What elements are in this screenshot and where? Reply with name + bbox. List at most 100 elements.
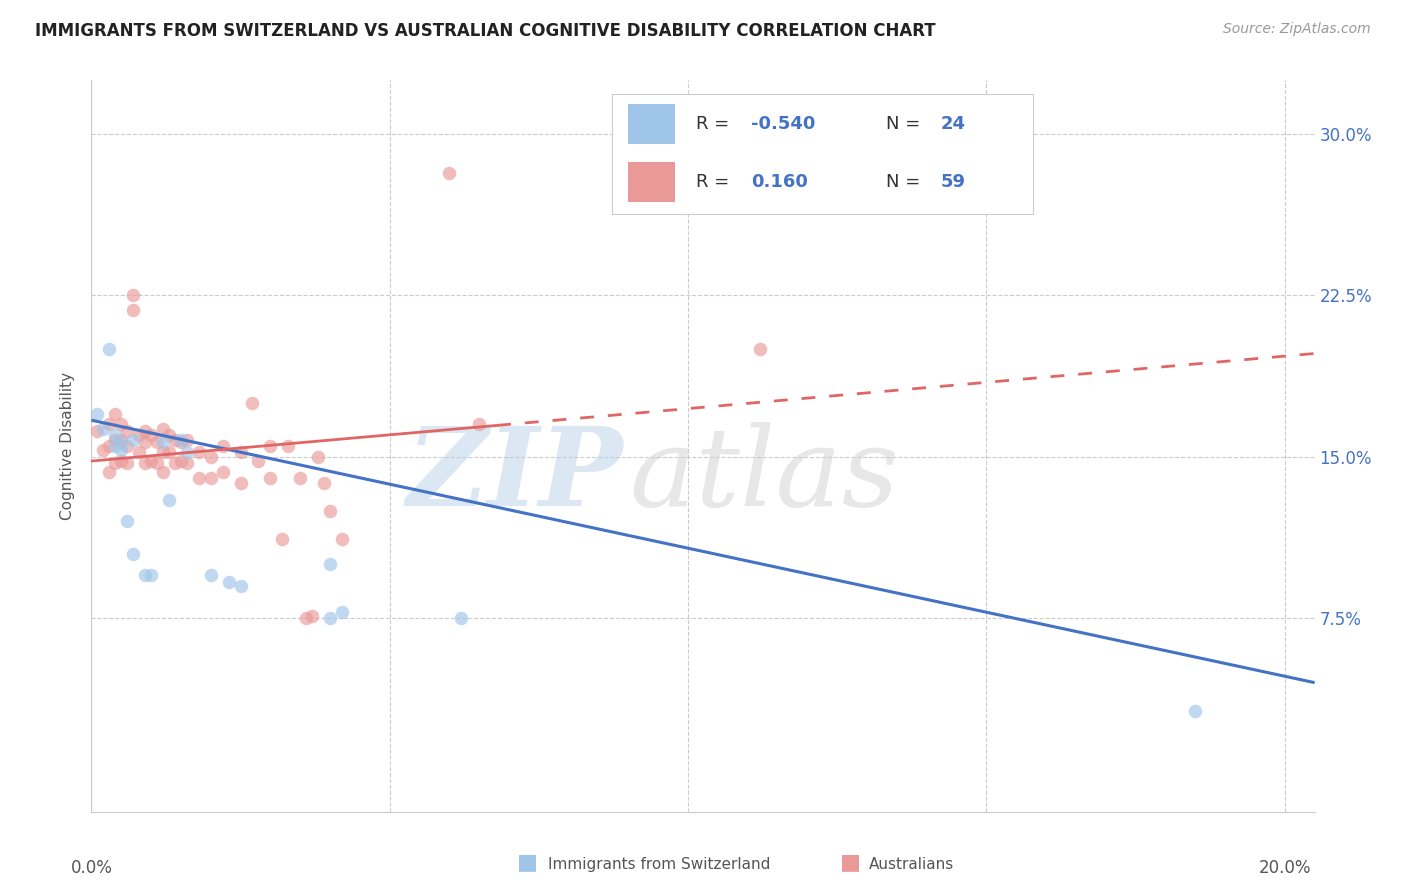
Text: ZIP: ZIP — [406, 422, 623, 529]
Text: 24: 24 — [941, 115, 966, 133]
Point — [152, 434, 174, 449]
Point — [290, 471, 312, 485]
Text: 0.160: 0.160 — [751, 172, 807, 191]
Point — [122, 547, 145, 561]
Point — [110, 443, 132, 458]
Point — [115, 439, 138, 453]
Point — [104, 407, 127, 421]
Point — [139, 454, 162, 468]
Point — [176, 456, 198, 470]
FancyBboxPatch shape — [628, 104, 675, 145]
Text: -0.540: -0.540 — [751, 115, 815, 133]
Point — [314, 475, 336, 490]
Point — [259, 471, 281, 485]
Point — [163, 433, 186, 447]
Point — [439, 166, 461, 180]
Text: R =: R = — [696, 115, 735, 133]
Point — [115, 424, 138, 438]
Point — [152, 465, 174, 479]
Point — [98, 342, 121, 356]
Point — [104, 428, 127, 442]
Point — [468, 417, 491, 432]
Point — [1184, 704, 1206, 718]
Point — [319, 558, 342, 572]
Point — [115, 456, 138, 470]
Text: atlas: atlas — [630, 422, 900, 529]
Point — [128, 428, 150, 442]
Text: Immigrants from Switzerland: Immigrants from Switzerland — [548, 857, 770, 872]
Point — [170, 433, 193, 447]
Point — [176, 445, 198, 459]
Point — [259, 439, 281, 453]
Point — [170, 434, 193, 449]
Point — [247, 454, 270, 468]
Point — [134, 424, 156, 438]
Y-axis label: Cognitive Disability: Cognitive Disability — [60, 372, 76, 520]
Point — [229, 579, 252, 593]
FancyBboxPatch shape — [628, 162, 675, 202]
Point — [307, 450, 329, 464]
Text: IMMIGRANTS FROM SWITZERLAND VS AUSTRALIAN COGNITIVE DISABILITY CORRELATION CHART: IMMIGRANTS FROM SWITZERLAND VS AUSTRALIA… — [35, 22, 936, 40]
Point — [152, 445, 174, 459]
Point — [200, 568, 222, 582]
Point — [157, 492, 180, 507]
Text: 20.0%: 20.0% — [1258, 859, 1310, 877]
Point — [122, 303, 145, 318]
Point — [295, 611, 318, 625]
Point — [98, 439, 121, 453]
Text: 59: 59 — [941, 172, 966, 191]
Point — [157, 428, 180, 442]
Point — [139, 428, 162, 442]
Point — [110, 454, 132, 468]
Point — [277, 439, 299, 453]
Point — [86, 407, 108, 421]
Text: R =: R = — [696, 172, 741, 191]
Point — [128, 445, 150, 459]
Point — [319, 611, 342, 625]
Point — [187, 471, 209, 485]
Point — [211, 439, 233, 453]
Point — [146, 456, 169, 470]
Point — [146, 434, 169, 449]
Point — [176, 433, 198, 447]
Point — [98, 465, 121, 479]
Text: 0.0%: 0.0% — [70, 859, 112, 877]
Point — [115, 514, 138, 528]
Text: ■: ■ — [517, 853, 537, 872]
Point — [91, 422, 114, 436]
Point — [271, 532, 294, 546]
Point — [122, 433, 145, 447]
Point — [330, 532, 353, 546]
Point — [98, 417, 121, 432]
Point — [200, 450, 222, 464]
Point — [104, 433, 127, 447]
Point — [301, 609, 323, 624]
Point — [450, 611, 472, 625]
Point — [157, 445, 180, 459]
Point — [134, 434, 156, 449]
Point — [134, 568, 156, 582]
Point — [104, 456, 127, 470]
Point — [139, 568, 162, 582]
Point — [110, 434, 132, 449]
Point — [242, 396, 264, 410]
Text: N =: N = — [886, 115, 925, 133]
Point — [152, 422, 174, 436]
Point — [187, 445, 209, 459]
Text: ■: ■ — [841, 853, 860, 872]
Point — [104, 439, 127, 453]
Point — [319, 503, 342, 517]
Point — [170, 454, 193, 468]
Point — [134, 456, 156, 470]
Point — [110, 417, 132, 432]
Point — [200, 471, 222, 485]
Point — [748, 342, 770, 356]
Point — [330, 605, 353, 619]
Point — [163, 456, 186, 470]
Point — [86, 424, 108, 438]
Point — [122, 288, 145, 302]
Text: Source: ZipAtlas.com: Source: ZipAtlas.com — [1223, 22, 1371, 37]
Text: N =: N = — [886, 172, 925, 191]
Point — [91, 443, 114, 458]
Point — [110, 433, 132, 447]
